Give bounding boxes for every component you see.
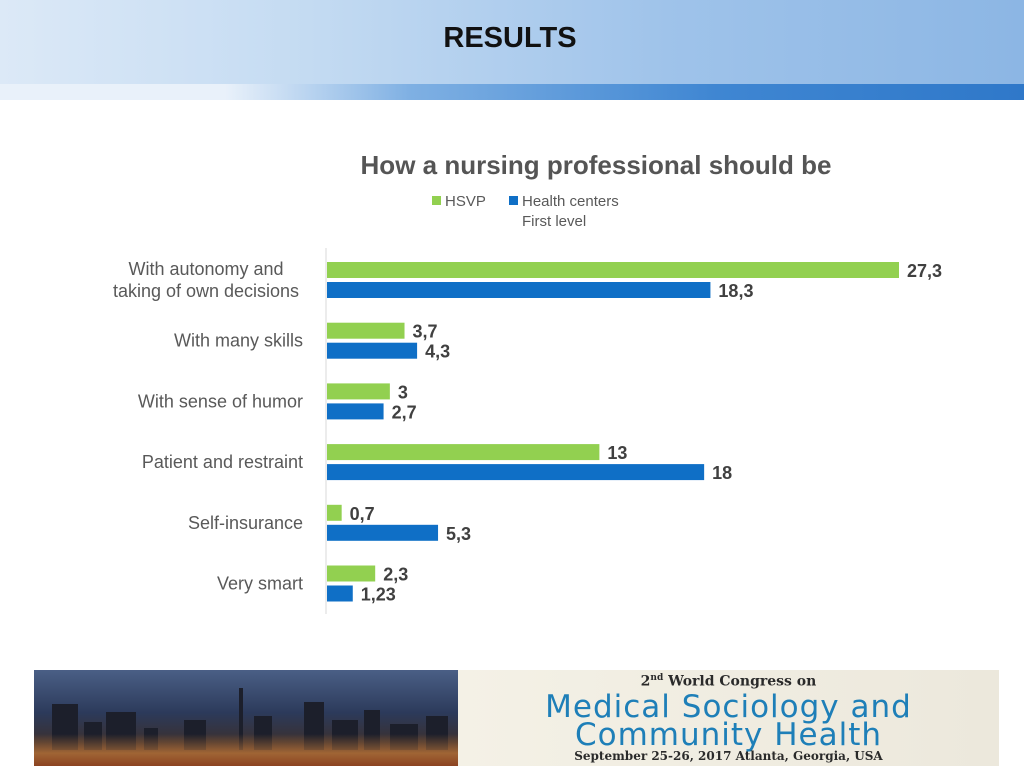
data-label: 5,3 <box>446 524 471 544</box>
bar <box>327 403 384 420</box>
data-label: 18,3 <box>718 281 753 301</box>
bar-chart: With autonomy and taking of own decisions… <box>113 248 942 614</box>
legend-swatch-health-centers <box>509 196 518 205</box>
bar <box>327 565 376 582</box>
bar <box>327 322 405 339</box>
footer-banner: 2nd World Congress on Medical Sociology … <box>34 670 999 766</box>
bar <box>327 524 439 541</box>
category-label: Patient and restraint <box>142 452 303 472</box>
congress-edition: 2nd World Congress on <box>640 673 817 690</box>
bar <box>327 262 899 278</box>
bar <box>327 504 342 521</box>
bar <box>327 444 600 461</box>
category-label: Self-insurance <box>188 513 303 533</box>
data-label: 18 <box>712 463 732 483</box>
data-label: 1,23 <box>361 585 396 605</box>
category-label: Very smart <box>217 574 303 594</box>
data-label: 13 <box>607 443 627 463</box>
congress-banner: 2nd World Congress on Medical Sociology … <box>458 670 999 766</box>
category-label-line: taking of own decisions <box>113 281 299 301</box>
slide-title: RESULTS <box>443 22 577 54</box>
bar <box>327 342 418 359</box>
congress-title-line1: Medical Sociology and <box>545 689 912 725</box>
data-label: 2,3 <box>383 565 408 585</box>
legend-label-health-centers-line2: First level <box>522 213 587 230</box>
bar <box>327 282 711 298</box>
data-label: 27,3 <box>907 261 942 281</box>
data-label: 4,3 <box>425 342 450 362</box>
header-stripe <box>0 84 1024 100</box>
congress-date-location: September 25-26, 2017 Atlanta, Georgia, … <box>574 749 883 763</box>
legend-swatch-hsvp <box>432 196 441 205</box>
congress-title-line2: Community Health <box>574 717 883 753</box>
data-label: 2,7 <box>392 402 417 422</box>
category-label: With many skills <box>174 331 303 351</box>
data-label: 0,7 <box>350 504 375 524</box>
data-label: 3 <box>398 382 408 402</box>
legend-label-hsvp: HSVP <box>445 193 486 210</box>
legend-item-health-centers: Health centers First level <box>509 192 619 232</box>
category-label-line: With autonomy and <box>128 259 283 279</box>
category-label: With autonomy and taking of own decisions <box>113 259 299 301</box>
bar <box>327 464 705 481</box>
legend-item-hsvp: HSVP <box>432 192 486 212</box>
bar <box>327 383 390 400</box>
bar <box>327 585 353 602</box>
chart-title: How a nursing professional should be <box>360 150 832 180</box>
category-label: With sense of humor <box>138 391 303 411</box>
legend-label-health-centers-line1: Health centers <box>522 193 619 210</box>
header-banner <box>0 0 1024 84</box>
city-skyline-image <box>34 670 458 766</box>
data-label: 3,7 <box>413 322 438 342</box>
